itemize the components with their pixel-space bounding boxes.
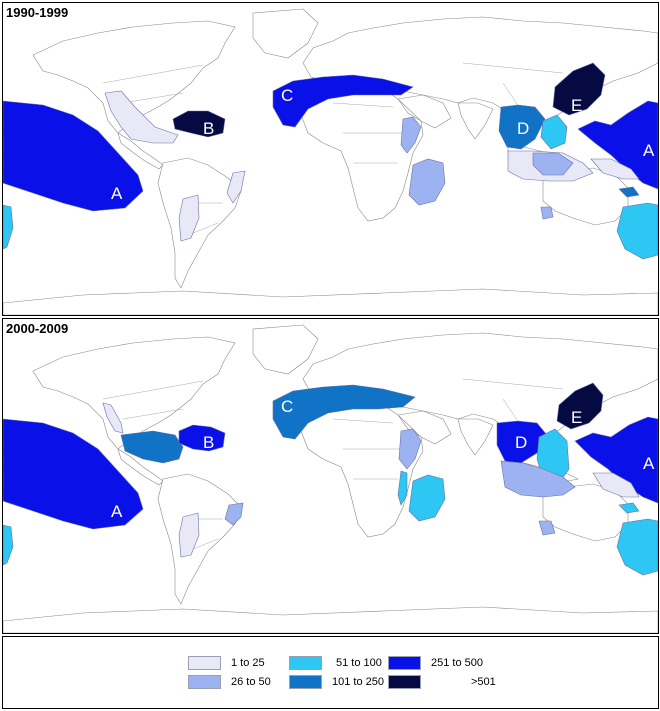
region-a-east-label: A [643, 141, 655, 160]
legend-swatch [188, 656, 221, 670]
region-baja [102, 402, 124, 434]
greenland [252, 324, 319, 375]
region-d [498, 104, 546, 150]
region-west-aus [538, 520, 556, 536]
region-east-aus [616, 202, 658, 260]
south-america [157, 157, 242, 289]
legend: 1 to 25 26 to 50 51 to 100 101 to 250 25… [2, 636, 659, 709]
legend-item: 251 to 500 [388, 656, 483, 670]
region-a-east [577, 100, 658, 190]
legend-item: 26 to 50 [188, 675, 271, 689]
legend-item: 1 to 25 [188, 656, 265, 670]
antarctica [3, 288, 658, 315]
region-d-label: D [515, 433, 527, 452]
legend-label: 251 to 500 [431, 657, 483, 669]
legend-swatch [289, 656, 322, 670]
region-small-west [3, 204, 14, 250]
region-a-west-label: A [111, 502, 123, 521]
north-america [32, 336, 236, 450]
legend-label: 1 to 25 [231, 657, 265, 669]
legend-swatch [188, 675, 221, 689]
legend-swatch [388, 656, 421, 670]
region-mozambique [397, 470, 408, 506]
world-map: A B C D E [3, 8, 658, 315]
region-c [272, 384, 416, 440]
period-title: 1990-1999 [6, 5, 69, 20]
region-a-east [574, 416, 658, 504]
region-west-aus [540, 206, 554, 220]
greenland [252, 8, 319, 59]
central-america [117, 448, 164, 486]
region-coral-sea [618, 502, 640, 514]
region-b-label: B [203, 119, 214, 138]
region-e [556, 382, 604, 430]
north-america [32, 20, 236, 134]
region-mexico [104, 90, 179, 144]
region-a-east-label: A [643, 454, 655, 473]
region-sa-west [178, 512, 200, 558]
region-coral-sea [618, 186, 640, 198]
central-america [117, 132, 164, 170]
region-e-label: E [571, 96, 582, 115]
region-madagascar [408, 158, 446, 206]
region-east-africa [400, 116, 422, 154]
legend-item: 101 to 250 [289, 675, 384, 689]
legend-label: 51 to 100 [336, 657, 382, 669]
map-panel-2000-2009: 2000-2009 A [2, 318, 659, 634]
legend-label: 101 to 250 [332, 676, 384, 688]
region-indonesia [500, 460, 576, 498]
region-small-west [3, 524, 14, 566]
india [457, 102, 494, 140]
region-a-west [3, 418, 144, 530]
region-e-label: E [571, 408, 582, 427]
legend-item: >501 [388, 675, 496, 689]
region-sa-east [226, 170, 246, 204]
legend-label: 26 to 50 [231, 676, 271, 688]
region-sa-east [224, 502, 244, 526]
region-a-west [3, 100, 144, 212]
region-indonesia-mid [532, 152, 574, 176]
zones-layer: A B C D E [3, 62, 658, 260]
country-borders [102, 378, 564, 550]
region-b [178, 424, 226, 452]
africa [300, 400, 424, 538]
legend-item: 51 to 100 [289, 656, 382, 670]
region-b-label: B [203, 433, 214, 452]
arabia [397, 410, 452, 445]
arabia [397, 94, 452, 129]
region-mexico [120, 430, 184, 464]
region-a-west-label: A [111, 184, 123, 203]
region-c-label: C [281, 86, 293, 105]
legend-swatch [388, 675, 421, 689]
region-madagascar [408, 474, 446, 522]
legend-label: >501 [471, 676, 496, 688]
country-borders [102, 62, 564, 234]
region-pacific-islands [592, 472, 640, 498]
region-philippines [540, 114, 568, 150]
region-east-aus [616, 518, 658, 576]
south-america [157, 473, 242, 605]
region-d-label: D [517, 119, 529, 138]
region-e [552, 62, 606, 116]
region-b [172, 110, 226, 138]
region-east-africa [398, 428, 422, 470]
region-d [496, 420, 548, 464]
legend-swatch [289, 675, 322, 689]
period-title: 2000-2009 [6, 321, 69, 336]
map-panel-1990-1999: 1990-1999 [2, 2, 659, 316]
region-pacific-islands [590, 158, 640, 180]
india [457, 418, 494, 456]
antarctica [3, 606, 658, 633]
region-c [272, 74, 414, 128]
world-map: A B C D E [3, 324, 658, 633]
zones-layer: A B C D E [3, 382, 658, 576]
region-sa-west [178, 194, 200, 242]
region-c-label: C [281, 397, 293, 416]
